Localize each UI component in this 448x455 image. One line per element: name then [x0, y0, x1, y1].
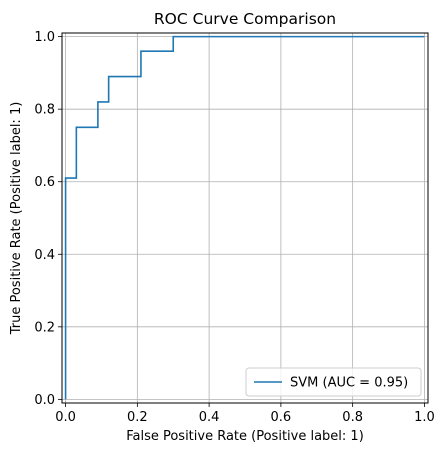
- y-tick-label: 0.8: [34, 103, 55, 118]
- x-tick-label: 1.0: [414, 410, 435, 425]
- x-tick-label: 0.2: [127, 410, 148, 425]
- y-tick-label: 1.0: [34, 30, 55, 45]
- y-tick-label: 0.6: [34, 175, 55, 190]
- x-tick-label: 0.4: [199, 410, 220, 425]
- x-tick-label: 0.6: [271, 410, 292, 425]
- ticks: 0.0 0.2 0.4 0.6 0.8 1.0 0.0 0.2 0.4 0.6 0.8 1.0: [34, 30, 434, 425]
- chart-title: ROC Curve Comparison: [154, 10, 336, 28]
- series-layer: [64, 35, 425, 400]
- x-axis-label: False Positive Rate (Positive label: 1): [126, 429, 364, 444]
- legend-box: [245, 367, 422, 397]
- x-tick-label: 0.0: [55, 410, 76, 425]
- x-tick-label: 0.8: [342, 410, 363, 425]
- y-axis-label: True Positive Rate (Positive label: 1): [9, 102, 24, 336]
- y-tick-label: 0.2: [34, 320, 55, 335]
- legend: SVM (AUC = 0.95): [245, 367, 422, 397]
- plot-frame: [61, 32, 429, 404]
- legend-entry: SVM (AUC = 0.95): [290, 376, 408, 391]
- roc-curve-svm: [64, 35, 425, 400]
- y-tick-label: 0.4: [34, 248, 55, 263]
- y-tick-label: 0.0: [34, 393, 55, 408]
- grid: [62, 33, 428, 403]
